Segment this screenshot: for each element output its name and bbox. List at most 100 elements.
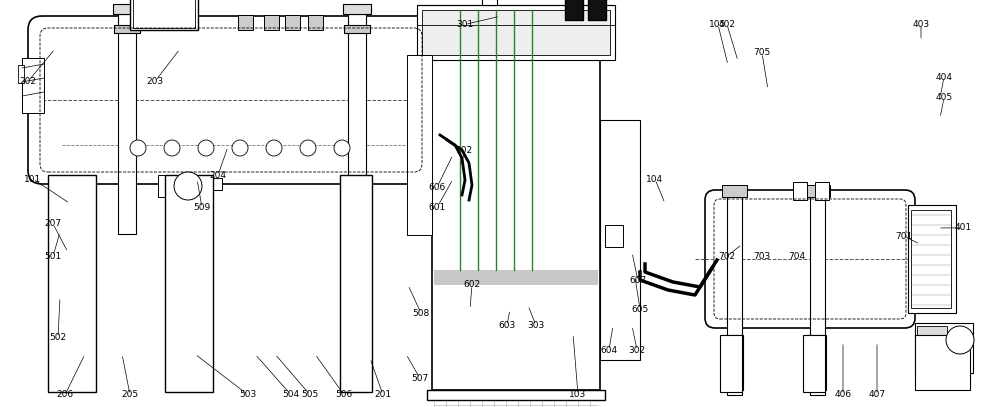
Bar [588,0,606,20]
Text: 704: 704 [788,252,806,261]
Bar [238,15,253,30]
Text: 406: 406 [834,390,852,399]
Text: 606: 606 [428,183,446,192]
Circle shape [334,140,350,156]
Bar [908,205,956,313]
Text: 402: 402 [718,20,736,29]
Text: 507: 507 [411,374,429,383]
Bar [308,15,323,30]
Bar [917,326,947,346]
Text: 101: 101 [24,175,42,184]
Bar [200,178,222,190]
Text: 407: 407 [868,390,886,399]
Text: 607: 607 [629,276,647,285]
Bar [18,65,24,83]
Text: 103: 103 [569,390,587,399]
Text: 405: 405 [935,93,953,102]
Text: 401: 401 [954,223,972,232]
Text: 505: 505 [301,390,319,399]
Text: 102: 102 [456,146,474,155]
Bar [805,185,830,197]
Bar [810,195,825,395]
Text: 508: 508 [412,309,430,318]
Bar [432,60,600,390]
FancyBboxPatch shape [705,190,915,328]
Bar [722,185,747,197]
Text: 701: 701 [895,232,913,241]
Text: 501: 501 [44,252,62,261]
Bar [417,5,615,60]
Bar [165,175,213,392]
Text: 302: 302 [628,346,646,354]
Text: 303: 303 [527,321,545,330]
Bar [803,335,825,392]
Bar [720,335,742,392]
Bar [158,175,200,197]
Text: 502: 502 [49,333,67,342]
Text: 104: 104 [646,175,664,184]
Text: 404: 404 [936,73,952,82]
Bar [727,195,742,395]
Circle shape [130,140,146,156]
Bar [114,25,140,33]
Bar [600,120,640,360]
Text: 603: 603 [498,321,516,330]
Text: 207: 207 [44,219,62,228]
Bar [48,175,96,392]
Bar [130,0,198,30]
Bar [418,65,440,110]
Bar [348,14,366,234]
Bar [264,15,279,30]
Text: 702: 702 [718,252,736,261]
Text: 201: 201 [374,390,392,399]
Bar [407,55,432,235]
Bar [434,270,598,285]
Text: 601: 601 [428,203,446,212]
Circle shape [266,140,282,156]
Text: 204: 204 [210,171,226,179]
Text: 605: 605 [631,305,649,314]
Bar [915,323,973,373]
Bar [343,4,371,14]
Bar [815,182,829,200]
Text: 503: 503 [239,390,257,399]
Text: 203: 203 [146,77,164,86]
Circle shape [174,172,202,200]
Text: 705: 705 [753,48,771,57]
Text: 504: 504 [282,390,300,399]
Bar [605,225,623,247]
Bar [436,70,444,88]
Text: 506: 506 [335,390,353,399]
Bar [340,175,372,392]
Bar [427,390,605,400]
Text: 105: 105 [709,20,727,29]
Bar [482,0,497,5]
Text: 509: 509 [193,203,211,212]
Bar [344,25,370,33]
Circle shape [300,140,316,156]
Circle shape [232,140,248,156]
Text: 205: 205 [121,390,139,399]
Text: 301: 301 [456,20,474,29]
Bar [806,335,826,390]
Bar [723,335,743,390]
Text: 202: 202 [20,77,36,86]
Bar [422,10,610,55]
Bar [565,0,583,20]
Text: 206: 206 [56,390,74,399]
Bar [793,182,807,200]
Circle shape [946,326,974,354]
Text: 703: 703 [753,252,771,261]
Bar [285,15,300,30]
Bar [915,335,970,390]
Circle shape [164,140,180,156]
FancyBboxPatch shape [28,16,434,184]
Bar [118,14,136,234]
Text: 403: 403 [912,20,930,29]
Text: 604: 604 [600,346,618,354]
Bar [113,4,141,14]
Circle shape [198,140,214,156]
Bar [911,210,951,308]
Bar [133,0,195,28]
Bar [22,58,44,113]
